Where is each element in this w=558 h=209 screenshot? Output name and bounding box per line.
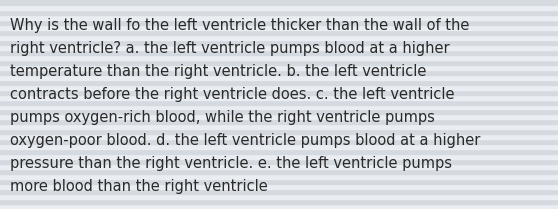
Text: pumps oxygen-rich blood, while the right ventricle pumps: pumps oxygen-rich blood, while the right…: [10, 110, 435, 125]
Bar: [0, 10, 558, 15]
Bar: [0, 204, 558, 209]
Bar: [0, 144, 558, 149]
Bar: [0, 189, 558, 194]
Bar: [0, 60, 558, 65]
Bar: [0, 50, 558, 55]
Bar: [0, 85, 558, 90]
Text: more blood than the right ventricle: more blood than the right ventricle: [10, 179, 268, 194]
Bar: [0, 20, 558, 25]
Bar: [0, 184, 558, 189]
Bar: [0, 65, 558, 70]
Bar: [0, 119, 558, 124]
Bar: [0, 30, 558, 35]
Bar: [0, 15, 558, 20]
Bar: [0, 55, 558, 60]
Bar: [0, 139, 558, 144]
Bar: [0, 154, 558, 159]
Bar: [0, 90, 558, 94]
Text: pressure than the right ventricle. e. the left ventricle pumps: pressure than the right ventricle. e. th…: [10, 156, 452, 171]
Bar: [0, 169, 558, 174]
Bar: [0, 164, 558, 169]
Bar: [0, 199, 558, 204]
Bar: [0, 110, 558, 115]
Bar: [0, 104, 558, 110]
Bar: [0, 70, 558, 75]
Bar: [0, 159, 558, 164]
Text: oxygen-poor blood. d. the left ventricle pumps blood at a higher: oxygen-poor blood. d. the left ventricle…: [10, 133, 480, 148]
Bar: [0, 174, 558, 179]
Bar: [0, 40, 558, 45]
Bar: [0, 25, 558, 30]
Bar: [0, 45, 558, 50]
Bar: [0, 75, 558, 80]
Text: contracts before the right ventricle does. c. the left ventricle: contracts before the right ventricle doe…: [10, 87, 455, 102]
Bar: [0, 115, 558, 119]
Bar: [0, 124, 558, 129]
Text: Why is the wall fo the left ventricle thicker than the wall of the: Why is the wall fo the left ventricle th…: [10, 18, 469, 33]
Bar: [0, 99, 558, 104]
Bar: [0, 179, 558, 184]
Bar: [0, 94, 558, 99]
Bar: [0, 5, 558, 10]
Bar: [0, 80, 558, 85]
Bar: [0, 134, 558, 139]
Text: temperature than the right ventricle. b. the left ventricle: temperature than the right ventricle. b.…: [10, 64, 426, 79]
Bar: [0, 129, 558, 134]
Bar: [0, 149, 558, 154]
Text: right ventricle? a. the left ventricle pumps blood at a higher: right ventricle? a. the left ventricle p…: [10, 41, 450, 56]
Bar: [0, 194, 558, 199]
Bar: [0, 35, 558, 40]
Bar: [0, 0, 558, 5]
